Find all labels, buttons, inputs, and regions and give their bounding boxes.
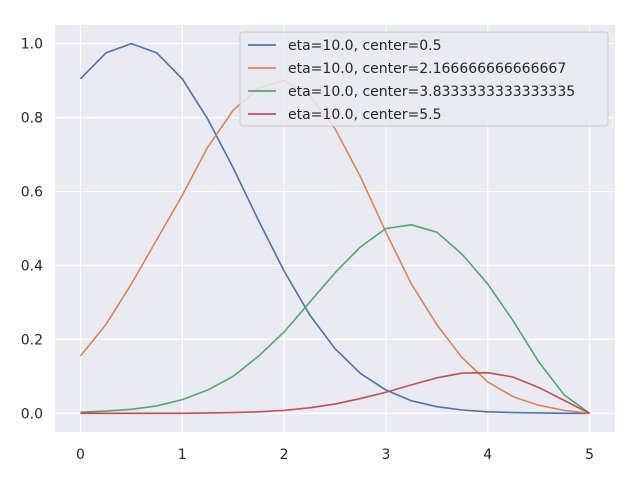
legend-label: eta=10.0, center=3.8333333333333335 bbox=[288, 84, 575, 100]
y-axis-ticks: 0.0 0.2 0.4 0.6 0.8 1.0 bbox=[21, 37, 43, 423]
legend-box bbox=[239, 31, 609, 127]
legend-label: eta=10.0, center=0.5 bbox=[288, 38, 442, 54]
series-line-3 bbox=[80, 371, 590, 415]
y-tick-label: 1.0 bbox=[21, 37, 43, 53]
series-line-2 bbox=[80, 224, 591, 414]
y-tick-label: 0.0 bbox=[21, 406, 43, 422]
y-tick-label: 0.4 bbox=[21, 258, 43, 274]
x-tick-label: 4 bbox=[483, 447, 492, 463]
legend: eta=10.0, center=0.5 eta=10.0, center=2.1… bbox=[239, 31, 609, 127]
x-tick-label: 3 bbox=[381, 447, 390, 463]
legend-label: eta=10.0, center=5.5 bbox=[288, 107, 442, 123]
series-lines bbox=[79, 42, 591, 415]
x-tick-label: 2 bbox=[280, 447, 289, 463]
y-tick-label: 0.6 bbox=[21, 185, 43, 201]
x-tick-label: 0 bbox=[76, 447, 85, 463]
x-axis-ticks: 0 1 2 3 4 5 bbox=[76, 447, 594, 463]
x-tick-label: 5 bbox=[585, 447, 594, 463]
series-line-0 bbox=[79, 42, 590, 415]
legend-label: eta=10.0, center=2.166666666666667 bbox=[288, 61, 566, 77]
series-line-1 bbox=[79, 79, 590, 415]
y-tick-label: 0.8 bbox=[21, 111, 43, 127]
y-tick-label: 0.2 bbox=[21, 332, 43, 348]
x-tick-label: 1 bbox=[178, 447, 187, 463]
